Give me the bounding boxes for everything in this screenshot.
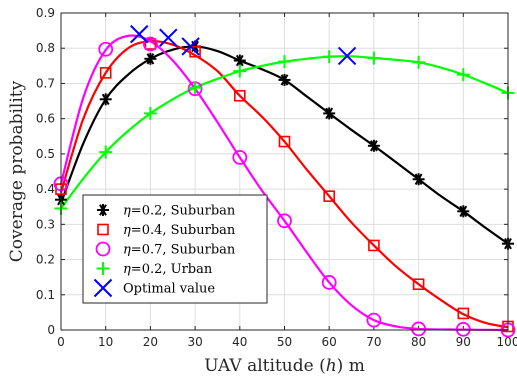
y-tick-labels: 0 0.1 0.2 0.3 0.4 0.5 0.6 0.7 0.8 0.9 [36,6,55,337]
legend-box [82,194,268,304]
series-line-2 [59,34,509,332]
legend-entry-text: =0.2, Urban [131,262,213,277]
series-3-point [278,55,291,69]
x-stroke [181,37,200,56]
x-tick-label: 70 [366,335,381,349]
optimal-point [159,28,178,47]
legend-entry-label: Optimal value [123,282,215,297]
x-tick-label: 20 [143,335,158,349]
series-2-point [142,36,158,52]
series-0-point [99,93,112,106]
legend-entry-symbol: η [123,223,131,238]
series-2-point [455,321,471,337]
series-1-point [457,307,470,320]
x-axis-label-var: h [326,356,337,376]
x-tick-label: 10 [98,335,113,349]
series-1-point [278,135,291,148]
series-1-point [144,38,157,50]
series-1-point [99,67,112,79]
x-tick-label: 100 [497,335,517,349]
y-tick-label: 0.4 [36,182,55,196]
legend-entry-label: η=0.4, Suburban [123,223,236,238]
legend-entry-symbol: η [123,243,131,258]
x-tick-label: 50 [277,335,292,349]
series-0-point [457,205,470,218]
series-3-point [367,51,381,65]
optimal-point [130,24,149,44]
legend-entry-label: η=0.2, Suburban [123,204,236,219]
series-1-point [234,89,246,102]
series-markers [53,36,516,338]
legend-entry-label: η=0.2, Urban [123,262,213,277]
series-0-point [323,107,336,120]
series-3-point [233,64,247,78]
series-1-point [189,45,201,58]
y-tick-label: 0.7 [36,76,55,90]
y-tick-label: 0.6 [36,112,55,126]
series-2-point [411,321,427,337]
y-tick-label: 0.2 [36,253,55,267]
series-3-point [412,55,426,69]
series-0-point [233,54,246,67]
x-tick-label: 80 [411,335,426,349]
x-tick-label: 60 [322,335,337,349]
series-1-point [368,239,380,252]
y-tick-label: 0 [47,323,55,337]
legend-entry-text: Optimal value [123,282,215,297]
legend-marker [97,223,109,236]
x-tick-label: 90 [456,335,471,349]
series-3-point [99,145,113,159]
optimal-markers [130,24,357,66]
series-1-point [412,278,425,291]
series-3-point [456,68,470,82]
series-0-point [412,173,425,186]
series-1-point [323,190,336,202]
y-tick-label: 0.1 [36,288,55,302]
series-2-point [277,213,292,229]
x-axis-label-part: UAV altitude ( [204,356,326,376]
y-tick-label: 0.5 [36,147,55,161]
y-tick-label: 0.9 [36,6,55,20]
x-stroke [159,28,178,47]
optimal-point [337,46,357,66]
legend-marker [95,241,111,257]
legend-entry-text: =0.7, Suburban [131,243,236,258]
series-line-1 [59,39,509,329]
series-3-point [322,50,336,64]
legend-entry-label: η=0.7, Suburban [123,243,236,258]
legend-marker [97,204,109,216]
x-stroke [337,46,357,66]
x-tick-label: 0 [57,335,65,349]
x-axis-label-unit: ) m [337,356,365,376]
series-3-point [143,106,157,120]
x-tick-labels: 0 10 20 30 40 50 60 70 80 90 100 [57,335,517,349]
legend-entry-symbol: η [123,204,131,219]
x-stroke [93,278,113,298]
legend-entry-text: =0.2, Suburban [131,204,236,219]
x-tick-label: 30 [187,335,202,349]
legend-marker [93,278,113,298]
x-stroke [130,24,149,44]
legend-marker [96,262,110,275]
series-2-point [98,41,114,57]
x-tick-label: 40 [232,335,247,349]
series-2-point [366,312,382,328]
y-tick-label: 0.3 [36,217,55,231]
plot-frame [60,12,509,331]
y-axis-label: Coverage probability [7,80,27,262]
series-0-point [144,52,157,65]
y-tick-label: 0.8 [36,41,55,55]
legend-entry-symbol: η [123,262,131,277]
legend-entry-text: =0.4, Suburban [131,223,236,238]
series-2-point [321,275,337,290]
optimal-point [181,37,200,56]
series-0-point [367,139,380,152]
series-3-point [188,81,202,95]
x-axis-label: UAV altitude (h) m [204,356,365,376]
series-0-point [278,73,291,86]
series-2-point [232,150,248,165]
